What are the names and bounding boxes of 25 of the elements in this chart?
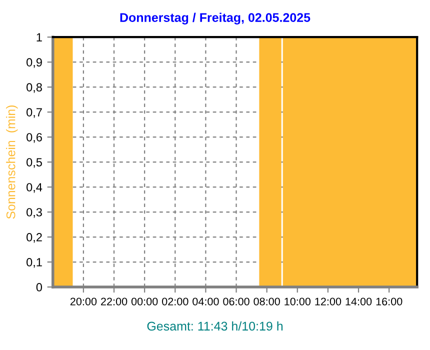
y-tick-label: 0 <box>36 283 42 292</box>
y-tick-label: 0,8 <box>26 83 42 93</box>
y-tick-label: 0,6 <box>26 133 42 143</box>
y-tick-label: 0,4 <box>26 183 42 193</box>
text: Gesamt: 11:43 h/10:19 h <box>147 321 283 331</box>
y-tick-label: 0,5 <box>26 158 42 168</box>
y-axis-title: Sonnenschein (min) <box>6 106 18 219</box>
y-tick-label: 0,2 <box>26 233 42 243</box>
y-tick-label: 0,9 <box>26 58 42 68</box>
y-tick-label: 1 <box>36 33 42 42</box>
x-tick-label: 00:00 <box>131 298 158 306</box>
x-tick-label: 20:00 <box>70 298 97 306</box>
x-tick-label: 04:00 <box>192 298 219 306</box>
y-tick-label: 0,3 <box>26 208 42 218</box>
y-tick-label: 0,1 <box>26 258 42 268</box>
y-tick-label: 0,7 <box>26 108 42 118</box>
x-tick-label: 16:00 <box>376 298 402 306</box>
x-tick-label: 10:00 <box>284 298 311 306</box>
x-tick-label: 22:00 <box>101 298 128 306</box>
x-tick-label: 06:00 <box>223 298 250 306</box>
x-tick-label: 12:00 <box>315 298 342 306</box>
chart-title: Donnerstag / Freitag, 02.05.2025 <box>120 12 310 24</box>
x-tick-label: 14:00 <box>346 298 372 306</box>
x-tick-label: 08:00 <box>254 298 280 306</box>
x-tick-label: 02:00 <box>162 298 188 306</box>
